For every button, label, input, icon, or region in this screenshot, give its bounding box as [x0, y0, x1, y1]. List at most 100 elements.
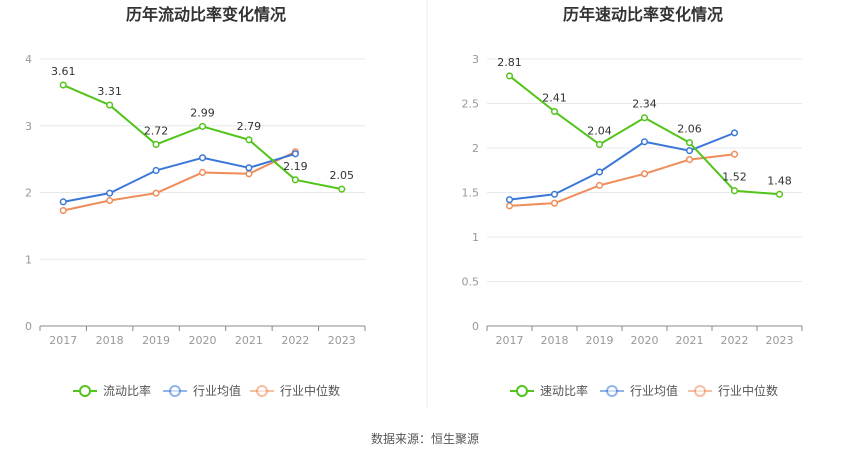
data-point: [198, 168, 207, 177]
x-tick-label: 2020: [189, 334, 217, 347]
legend-label: 行业均值: [193, 383, 241, 398]
data-point: [106, 196, 114, 205]
data-point: [59, 81, 67, 89]
data-point: [505, 202, 514, 210]
y-tick-label: 0: [25, 320, 32, 333]
x-tick-label: 2022: [721, 334, 749, 347]
source-label: 数据来源：恒生聚源: [371, 431, 479, 446]
x-tick-label: 2019: [586, 334, 614, 347]
data-point: [595, 140, 604, 148]
legend-swatch-marker: [79, 385, 91, 397]
data-point: [685, 147, 694, 155]
data-label: 1.48: [767, 174, 792, 187]
y-tick-label: 0.5: [462, 276, 480, 289]
chart-title: 历年速动比率变化情况: [563, 5, 723, 24]
data-label: 2.41: [542, 92, 567, 105]
data-point: [245, 136, 253, 144]
legend-swatch-marker: [256, 385, 268, 397]
data-point: [640, 138, 649, 146]
data-point: [106, 101, 114, 109]
data-point: [106, 189, 114, 197]
data-label: 2.81: [497, 56, 522, 69]
legend-item-0: 速动比率: [510, 383, 588, 398]
y-tick-label: 3: [25, 120, 32, 133]
y-tick-label: 2: [472, 142, 479, 155]
data-label: 2.19: [283, 160, 308, 173]
data-point: [198, 122, 207, 130]
data-point: [245, 170, 253, 178]
legend-swatch-marker: [606, 385, 618, 397]
data-point: [59, 198, 67, 206]
legend-swatch-marker: [169, 385, 181, 397]
legend-swatch-marker: [694, 385, 706, 397]
x-tick-label: 2023: [766, 334, 794, 347]
data-label: 1.52: [722, 171, 747, 184]
y-tick-label: 1: [472, 231, 479, 244]
x-tick-label: 2020: [631, 334, 659, 347]
data-label: 2.04: [587, 124, 612, 137]
data-point: [730, 187, 739, 195]
data-label: 2.05: [330, 169, 355, 182]
x-tick-label: 2021: [676, 334, 704, 347]
data-point: [59, 206, 67, 215]
legend-label: 行业均值: [630, 383, 678, 398]
x-tick-label: 2017: [49, 334, 77, 347]
data-point: [152, 166, 160, 175]
y-tick-label: 0: [472, 320, 479, 333]
x-tick-label: 2018: [96, 334, 124, 347]
data-label: 2.79: [237, 120, 262, 133]
data-point: [550, 190, 559, 198]
y-tick-label: 2.5: [462, 98, 480, 111]
series-line-2: [509, 153, 735, 207]
chart-title: 历年流动比率变化情况: [126, 5, 286, 24]
x-tick-label: 2021: [235, 334, 263, 347]
legend-label: 行业中位数: [280, 383, 340, 398]
y-tick-label: 3: [472, 53, 479, 66]
legend-label: 流动比率: [103, 383, 151, 398]
legend-label: 速动比率: [540, 383, 588, 398]
legend-item-2: 行业中位数: [250, 383, 340, 398]
data-point: [640, 114, 649, 122]
data-point: [640, 170, 649, 178]
data-label: 3.31: [97, 85, 122, 98]
x-tick-label: 2022: [281, 334, 309, 347]
series-line-2: [63, 150, 296, 212]
legend-item-1: 行业均值: [600, 383, 678, 398]
data-point: [291, 176, 299, 184]
data-point: [775, 190, 784, 198]
legend-label: 行业中位数: [718, 383, 778, 398]
series-line-1: [509, 131, 735, 201]
data-label: 3.61: [51, 65, 76, 78]
y-tick-label: 1.5: [462, 187, 480, 200]
legend-item-2: 行业中位数: [688, 383, 778, 398]
data-point: [730, 150, 739, 158]
data-point: [685, 156, 694, 164]
series-line-1: [63, 152, 296, 203]
legend-item-0: 流动比率: [73, 383, 151, 398]
data-point: [595, 181, 604, 189]
x-tick-label: 2019: [142, 334, 170, 347]
data-point: [685, 139, 694, 147]
data-label: 2.06: [677, 123, 702, 136]
data-label: 2.72: [144, 124, 169, 137]
data-point: [245, 164, 253, 172]
data-point: [152, 140, 160, 148]
data-point: [338, 185, 346, 193]
y-tick-label: 1: [25, 253, 32, 266]
data-point: [152, 189, 160, 197]
data-point: [730, 129, 739, 137]
data-point: [595, 168, 604, 176]
legend-item-1: 行业均值: [163, 383, 241, 398]
current-ratio-chart: 历年流动比率变化情况 0 1 2 3 4 2017 2018 2019 2020 2021 2022 2…: [25, 5, 366, 398]
x-tick-label: 2023: [328, 334, 356, 347]
y-tick-label: 2: [25, 187, 32, 200]
data-point: [291, 150, 299, 158]
x-tick-label: 2017: [496, 334, 524, 347]
y-tick-label: 4: [25, 53, 32, 66]
data-label: 2.34: [632, 98, 657, 111]
x-tick-label: 2018: [541, 334, 569, 347]
data-point: [505, 196, 514, 204]
data-point: [550, 199, 559, 207]
